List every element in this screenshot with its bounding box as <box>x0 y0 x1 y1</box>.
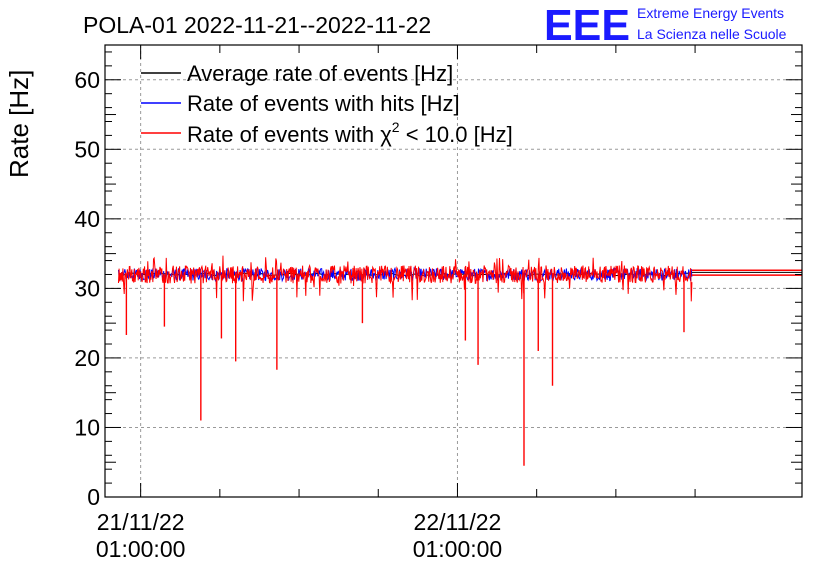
series-chi2-line <box>117 255 693 302</box>
legend-label-average: Average rate of events [Hz] <box>187 61 453 86</box>
y-axis-title: Rate [Hz] <box>4 70 34 178</box>
legend-chi2-prefix: Rate of events with <box>187 122 380 147</box>
y-tick-label: 60 <box>74 67 100 93</box>
legend-chi2-superscript: 2 <box>392 119 400 135</box>
plot-border <box>104 44 803 498</box>
x-tick-label-time: 01:00:00 <box>413 536 503 562</box>
legend-chi2-suffix: < 10.0 [Hz] <box>400 122 513 147</box>
legend-chi2-symbol: χ <box>380 122 392 147</box>
grid-lines <box>105 45 802 497</box>
eee-logo-line1: Extreme Energy Events <box>637 5 784 21</box>
data-traces <box>117 255 802 466</box>
eee-logo: EEE Extreme Energy Events La Scienza nel… <box>544 1 787 50</box>
x-tick-label-date: 22/11/22 <box>414 509 502 535</box>
plot-frame <box>104 44 803 498</box>
y-tick-labels: 0 10 20 30 40 50 60 <box>74 67 100 510</box>
x-tick-label-time: 01:00:00 <box>96 536 186 562</box>
legend-label-hits: Rate of events with hits [Hz] <box>187 91 460 116</box>
x-tick-label-date: 21/11/22 <box>97 509 185 535</box>
legend: Average rate of events [Hz] Rate of even… <box>141 61 513 147</box>
y-tick-label: 10 <box>74 414 100 440</box>
y-tick-label: 30 <box>74 275 100 301</box>
y-tick-label: 40 <box>74 206 100 232</box>
chart-title: POLA-01 2022-11-21--2022-11-22 <box>83 12 431 38</box>
y-tick-label: 50 <box>74 136 100 162</box>
y-tick-label: 0 <box>87 484 100 510</box>
y-tick-label: 20 <box>74 345 100 371</box>
eee-logo-line2: La Scienza nelle Scuole <box>637 26 787 42</box>
eee-logo-letters: EEE <box>544 1 630 50</box>
legend-label-chi2: Rate of events with χ2 < 10.0 [Hz] <box>187 119 513 147</box>
